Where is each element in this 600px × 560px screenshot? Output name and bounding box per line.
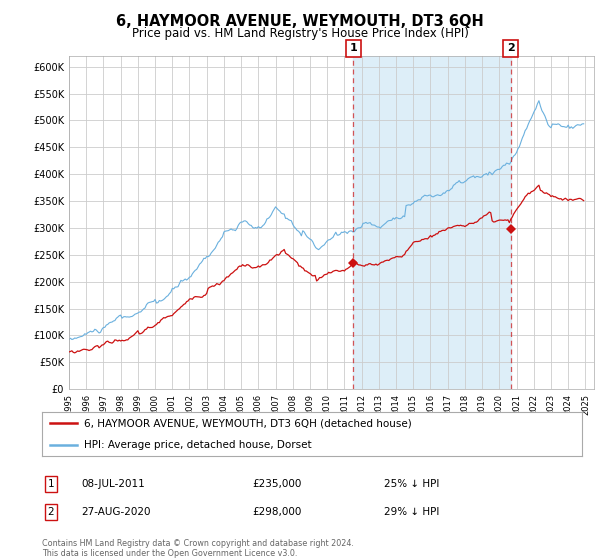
Text: 29% ↓ HPI: 29% ↓ HPI: [384, 507, 439, 517]
Text: 1: 1: [349, 43, 357, 53]
Text: 1: 1: [47, 479, 55, 489]
Text: HPI: Average price, detached house, Dorset: HPI: Average price, detached house, Dors…: [84, 440, 312, 450]
Text: £298,000: £298,000: [252, 507, 301, 517]
Text: Contains HM Land Registry data © Crown copyright and database right 2024.
This d: Contains HM Land Registry data © Crown c…: [42, 539, 354, 558]
Bar: [353, 56, 511, 389]
Text: 2: 2: [47, 507, 55, 517]
Text: 6, HAYMOOR AVENUE, WEYMOUTH, DT3 6QH: 6, HAYMOOR AVENUE, WEYMOUTH, DT3 6QH: [116, 14, 484, 29]
Text: 2: 2: [507, 43, 515, 53]
Text: £235,000: £235,000: [252, 479, 301, 489]
Text: Price paid vs. HM Land Registry's House Price Index (HPI): Price paid vs. HM Land Registry's House …: [131, 27, 469, 40]
Text: 08-JUL-2011: 08-JUL-2011: [81, 479, 145, 489]
Text: 27-AUG-2020: 27-AUG-2020: [81, 507, 151, 517]
Text: 25% ↓ HPI: 25% ↓ HPI: [384, 479, 439, 489]
Text: 6, HAYMOOR AVENUE, WEYMOUTH, DT3 6QH (detached house): 6, HAYMOOR AVENUE, WEYMOUTH, DT3 6QH (de…: [84, 418, 412, 428]
